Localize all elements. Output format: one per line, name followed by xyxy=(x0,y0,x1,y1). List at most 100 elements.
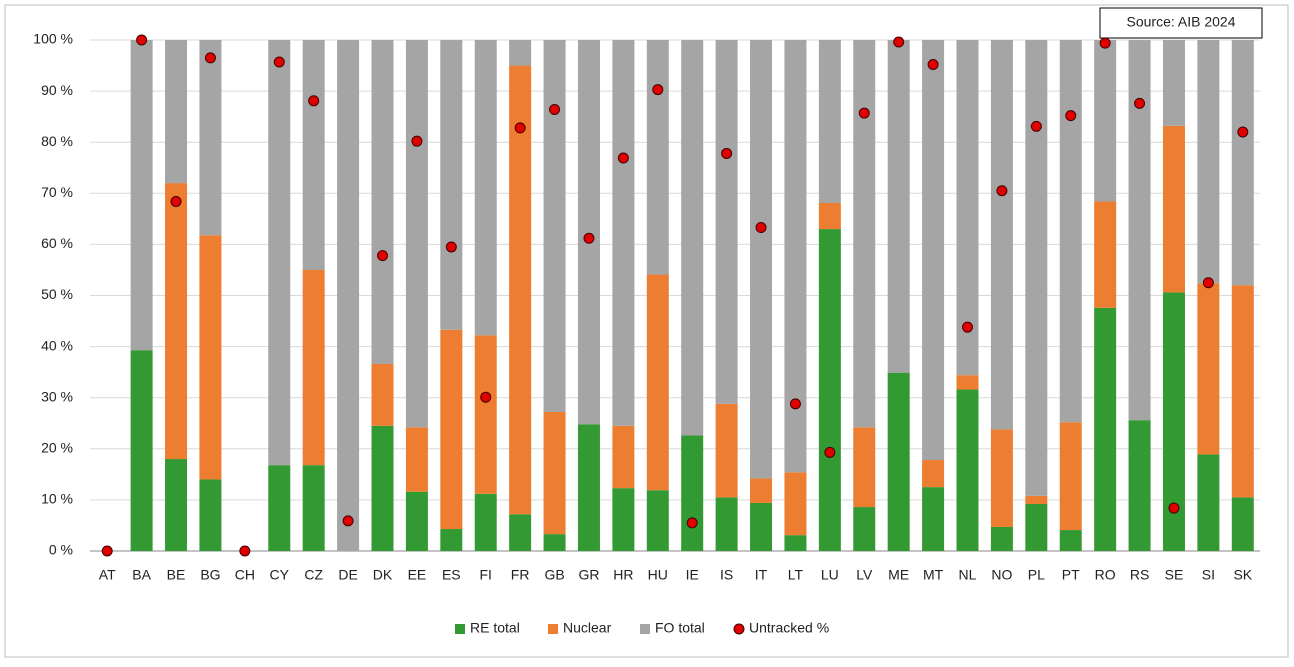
x-tick-label: MT xyxy=(923,567,944,583)
legend-label: FO total xyxy=(655,620,705,636)
bar-segment xyxy=(646,274,669,491)
x-tick-label: AT xyxy=(99,567,116,583)
bar-segment xyxy=(474,40,497,336)
bar-segment xyxy=(543,40,566,413)
y-tick-label: 20 % xyxy=(41,440,73,456)
x-tick-label: LU xyxy=(821,567,839,583)
marker xyxy=(204,52,216,64)
bar-segment xyxy=(165,183,188,460)
x-tick-label: SI xyxy=(1202,567,1215,583)
bar-segment xyxy=(405,40,428,428)
x-tick-label: CZ xyxy=(304,567,323,583)
bar-segment xyxy=(853,40,876,428)
bar-segment xyxy=(784,472,807,536)
bar-segment xyxy=(440,40,463,330)
marker xyxy=(549,103,561,115)
bar-segment xyxy=(440,529,463,551)
bar-segment xyxy=(302,40,325,270)
marker xyxy=(893,36,905,48)
bar-segment xyxy=(302,269,325,466)
bar-segment xyxy=(853,507,876,551)
y-tick-label: 30 % xyxy=(41,388,73,404)
x-tick-label: ES xyxy=(442,567,461,583)
bar-segment xyxy=(715,497,738,551)
bar-segment xyxy=(577,40,600,425)
bar-segment xyxy=(612,40,635,426)
x-tick-label: FR xyxy=(511,567,530,583)
x-tick-label: IT xyxy=(755,567,768,583)
source-box xyxy=(1099,7,1263,39)
bar-segment xyxy=(405,491,428,551)
x-tick-label: NL xyxy=(959,567,977,583)
chart-frame xyxy=(4,4,1289,658)
marker xyxy=(170,195,182,207)
legend-swatch xyxy=(733,623,745,635)
marker xyxy=(996,185,1008,197)
x-tick-label: NO xyxy=(991,567,1012,583)
bar-segment xyxy=(302,465,325,551)
bar-segment xyxy=(956,389,979,551)
x-tick-label: PT xyxy=(1062,567,1080,583)
marker xyxy=(652,84,664,96)
bar-segment xyxy=(1094,40,1117,202)
bar-segment xyxy=(1231,497,1254,551)
bar-segment xyxy=(646,490,669,551)
bar-segment xyxy=(1059,530,1082,551)
bar-segment xyxy=(474,335,497,494)
x-tick-label: DE xyxy=(338,567,357,583)
x-tick-label: IE xyxy=(686,567,699,583)
marker xyxy=(755,222,767,234)
bar-segment xyxy=(1025,495,1048,504)
marker xyxy=(789,398,801,410)
bar-segment xyxy=(956,375,979,390)
x-tick-label: SE xyxy=(1165,567,1184,583)
bar-segment xyxy=(1094,307,1117,551)
bar-segment xyxy=(1231,40,1254,286)
x-tick-label: HU xyxy=(648,567,668,583)
bar-segment xyxy=(1197,283,1220,455)
marker xyxy=(377,250,388,262)
y-tick-label: 0 % xyxy=(49,542,73,558)
x-tick-label: RS xyxy=(1130,567,1149,583)
bar-segment xyxy=(130,350,153,551)
marker xyxy=(617,152,629,164)
bar-segment xyxy=(1025,40,1048,496)
bar-segment xyxy=(956,40,979,376)
marker xyxy=(1168,502,1180,514)
bar-segment xyxy=(199,40,222,236)
marker xyxy=(1065,110,1077,122)
x-tick-label: HR xyxy=(613,567,633,583)
x-tick-label: CH xyxy=(235,567,255,583)
bar-segment xyxy=(1128,420,1151,551)
bar-segment xyxy=(646,40,669,275)
x-tick-label: GR xyxy=(578,567,599,583)
bar-segment xyxy=(922,487,945,551)
x-tick-label: LV xyxy=(856,567,873,583)
bar-segment xyxy=(509,65,532,515)
bar-segment xyxy=(371,425,394,551)
marker xyxy=(239,545,251,557)
bar-segment xyxy=(405,427,428,492)
bar-segment xyxy=(509,40,532,66)
legend-label: Untracked % xyxy=(749,620,829,636)
source-annotation: Source: AIB 2024 xyxy=(1127,14,1236,30)
bar-segment xyxy=(784,40,807,473)
bar-segment xyxy=(1059,422,1082,531)
marker xyxy=(1202,277,1214,289)
bar-segment xyxy=(818,203,841,230)
marker xyxy=(1237,126,1249,138)
y-tick-label: 70 % xyxy=(41,184,73,200)
marker xyxy=(411,135,423,147)
bar-segment xyxy=(681,435,704,551)
bar-segment xyxy=(715,40,738,404)
bar-segment xyxy=(853,427,876,508)
bar-segment xyxy=(337,40,360,551)
x-tick-label: ME xyxy=(888,567,909,583)
bar-segment xyxy=(990,40,1013,430)
y-tick-label: 80 % xyxy=(41,133,73,149)
bar-segment xyxy=(1094,201,1117,308)
marker xyxy=(962,321,973,333)
bar-segment xyxy=(268,465,291,551)
marker xyxy=(480,391,492,403)
bar-segment xyxy=(199,235,222,480)
